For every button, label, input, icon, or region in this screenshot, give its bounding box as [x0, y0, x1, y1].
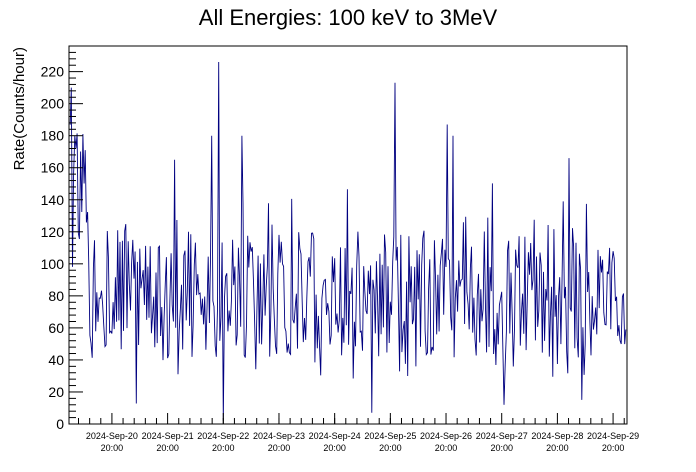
x-tick-label-time: 20:00 [212, 443, 235, 453]
y-tick-label: 140 [41, 192, 65, 208]
chart-title: All Energies: 100 keV to 3MeV [199, 5, 498, 30]
x-tick-label-date: 2024-Sep-28 [531, 431, 583, 441]
plot-area [68, 45, 628, 425]
x-tick-label-time: 20:00 [602, 443, 625, 453]
x-tick-label-time: 20:00 [268, 443, 291, 453]
x-axis: 2024-Sep-20 20:00 2024-Sep-21 20:00 2024-Sep… [78, 413, 639, 453]
x-tick-label-time: 20:00 [323, 443, 346, 453]
y-axis: 0 20 40 60 80 100 120 140 160 180 200 220 [41, 45, 83, 432]
x-tick-label-date: 2024-Sep-26 [420, 431, 472, 441]
x-tick-label-time: 20:00 [546, 443, 569, 453]
x-tick-label-time: 20:00 [379, 443, 402, 453]
x-tick-label-date: 2024-Sep-21 [142, 431, 194, 441]
y-tick-label: 80 [48, 288, 64, 304]
x-tick-label-date: 2024-Sep-23 [253, 431, 305, 441]
y-tick-label: 220 [41, 64, 65, 80]
x-tick-label-date: 2024-Sep-29 [587, 431, 639, 441]
y-tick-label: 0 [56, 416, 64, 432]
y-tick-label: 120 [41, 224, 65, 240]
x-tick-label-time: 20:00 [156, 443, 179, 453]
series-line-rate [69, 61, 627, 421]
x-tick-label-time: 20:00 [101, 443, 124, 453]
x-tick-label-time: 20:00 [490, 443, 513, 453]
y-tick-label: 160 [41, 160, 65, 176]
y-tick-label: 100 [41, 256, 65, 272]
x-tick-label-date: 2024-Sep-22 [197, 431, 249, 441]
y-axis-label: Rate(Counts/hour) [11, 47, 28, 170]
y-tick-label: 60 [48, 320, 64, 336]
x-tick-label-time: 20:00 [435, 443, 458, 453]
x-tick-label-date: 2024-Sep-27 [476, 431, 528, 441]
y-tick-label: 180 [41, 128, 65, 144]
x-tick-label-date: 2024-Sep-25 [364, 431, 416, 441]
y-tick-label: 200 [41, 96, 65, 112]
x-tick-label-date: 2024-Sep-20 [86, 431, 138, 441]
y-tick-label: 40 [48, 352, 64, 368]
y-tick-label: 20 [48, 384, 64, 400]
x-tick-label-date: 2024-Sep-24 [309, 431, 361, 441]
